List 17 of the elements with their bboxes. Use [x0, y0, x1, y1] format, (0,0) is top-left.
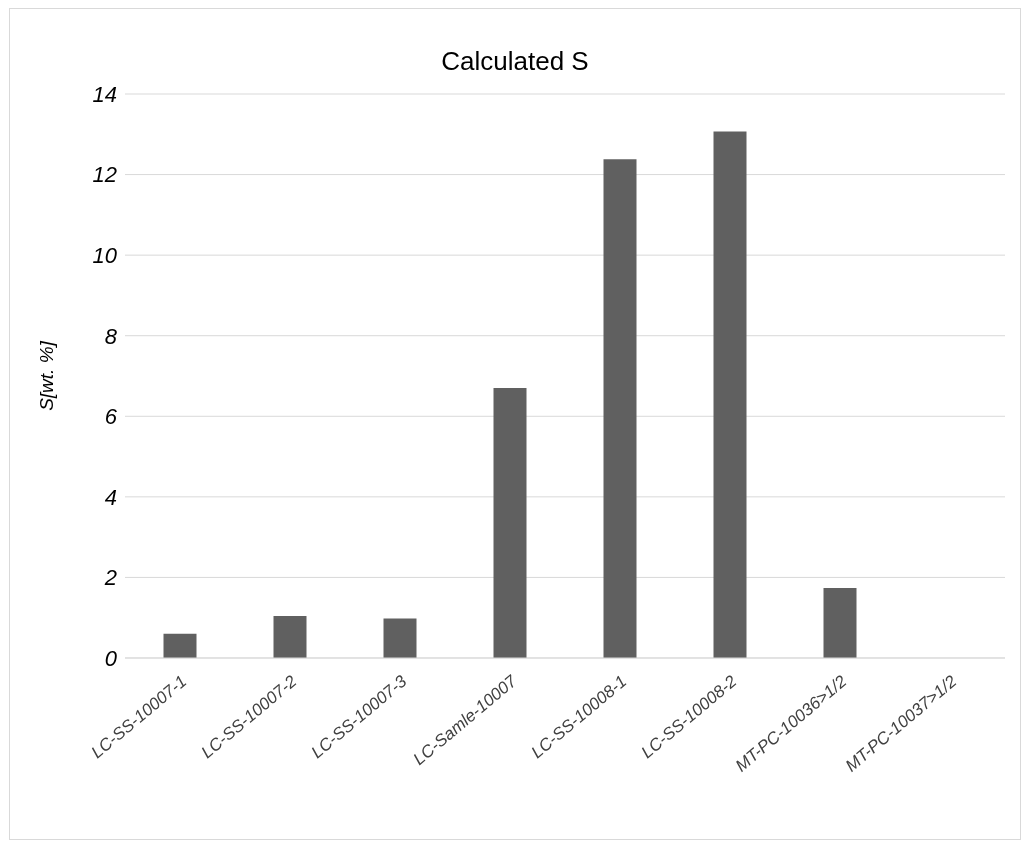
y-tick-label: 0 [104, 645, 118, 671]
bar [163, 633, 197, 658]
y-tick-label: 14 [92, 81, 117, 107]
y-tick-label: 12 [92, 162, 117, 188]
y-tick-label: 6 [104, 404, 118, 430]
y-tick-label: 2 [103, 565, 117, 591]
bar [823, 587, 857, 658]
y-axis-title: S[wt. %] [36, 341, 58, 411]
bar [713, 131, 747, 658]
bar [603, 159, 637, 658]
bar [383, 618, 417, 658]
y-tick-label: 8 [104, 323, 118, 349]
bar [493, 388, 527, 658]
bar [273, 616, 307, 658]
y-tick-label: 4 [104, 484, 117, 510]
chart-title: Calculated S [440, 46, 590, 77]
y-tick-label: 10 [92, 242, 118, 268]
